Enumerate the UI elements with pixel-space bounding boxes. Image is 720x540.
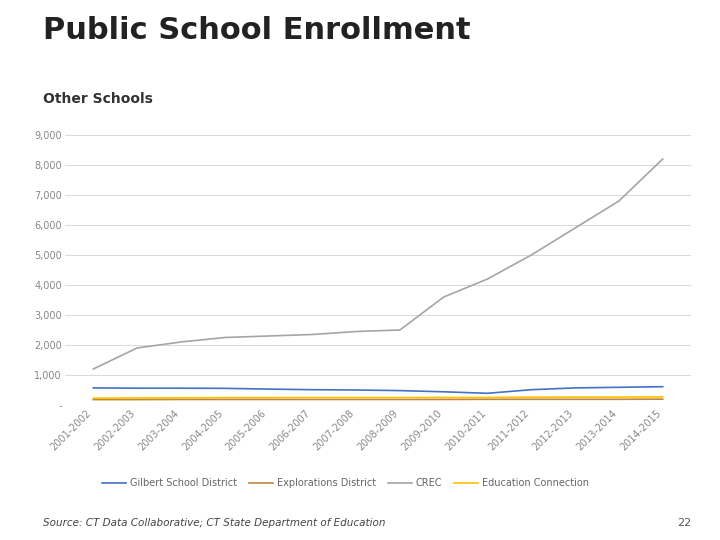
Education Connection bbox=[89, 395, 98, 401]
CREC bbox=[527, 252, 536, 258]
Gilbert School District bbox=[658, 383, 667, 390]
Legend: Gilbert School District, Explorations District, CREC, Education Connection: Gilbert School District, Explorations Di… bbox=[98, 474, 593, 492]
CREC bbox=[264, 333, 273, 339]
CREC bbox=[132, 345, 141, 351]
Gilbert School District bbox=[132, 385, 141, 392]
Education Connection bbox=[132, 395, 141, 401]
Gilbert School District bbox=[571, 384, 580, 391]
Education Connection bbox=[527, 394, 536, 401]
Explorations District bbox=[658, 396, 667, 402]
Explorations District bbox=[220, 396, 229, 403]
Line: Gilbert School District: Gilbert School District bbox=[94, 387, 662, 393]
Education Connection bbox=[220, 394, 229, 401]
CREC bbox=[395, 327, 404, 333]
Explorations District bbox=[352, 396, 361, 403]
Text: Other Schools: Other Schools bbox=[43, 92, 153, 106]
Gilbert School District bbox=[352, 387, 361, 393]
Education Connection bbox=[308, 394, 317, 401]
Explorations District bbox=[615, 396, 624, 402]
Explorations District bbox=[308, 396, 317, 403]
Gilbert School District bbox=[395, 387, 404, 394]
CREC bbox=[658, 156, 667, 162]
Explorations District bbox=[395, 396, 404, 403]
Education Connection bbox=[264, 394, 273, 401]
Gilbert School District bbox=[308, 387, 317, 393]
Gilbert School District bbox=[439, 389, 448, 395]
Education Connection bbox=[571, 394, 580, 400]
CREC bbox=[615, 198, 624, 204]
Gilbert School District bbox=[615, 384, 624, 390]
Gilbert School District bbox=[89, 384, 98, 391]
Gilbert School District bbox=[264, 386, 273, 393]
Explorations District bbox=[439, 396, 448, 403]
Education Connection bbox=[439, 394, 448, 401]
Education Connection bbox=[352, 394, 361, 401]
Education Connection bbox=[395, 394, 404, 401]
Line: Education Connection: Education Connection bbox=[94, 397, 662, 398]
Gilbert School District bbox=[483, 390, 492, 396]
Explorations District bbox=[527, 396, 536, 402]
Gilbert School District bbox=[220, 385, 229, 392]
Line: CREC: CREC bbox=[94, 159, 662, 369]
CREC bbox=[176, 339, 185, 345]
Text: Source: CT Data Collaborative; CT State Department of Education: Source: CT Data Collaborative; CT State … bbox=[43, 518, 386, 528]
Explorations District bbox=[132, 396, 141, 403]
CREC bbox=[89, 366, 98, 372]
Education Connection bbox=[176, 395, 185, 401]
Gilbert School District bbox=[527, 387, 536, 393]
Explorations District bbox=[483, 396, 492, 402]
Explorations District bbox=[264, 396, 273, 403]
Explorations District bbox=[571, 396, 580, 402]
CREC bbox=[220, 334, 229, 341]
Explorations District bbox=[89, 396, 98, 403]
Gilbert School District bbox=[176, 385, 185, 392]
CREC bbox=[483, 276, 492, 282]
CREC bbox=[439, 294, 448, 300]
CREC bbox=[571, 225, 580, 231]
Text: 22: 22 bbox=[677, 518, 691, 528]
Education Connection bbox=[615, 394, 624, 400]
Explorations District bbox=[176, 396, 185, 403]
Education Connection bbox=[658, 394, 667, 400]
CREC bbox=[352, 328, 361, 335]
CREC bbox=[308, 331, 317, 338]
Text: Public School Enrollment: Public School Enrollment bbox=[43, 16, 471, 45]
Education Connection bbox=[483, 394, 492, 401]
